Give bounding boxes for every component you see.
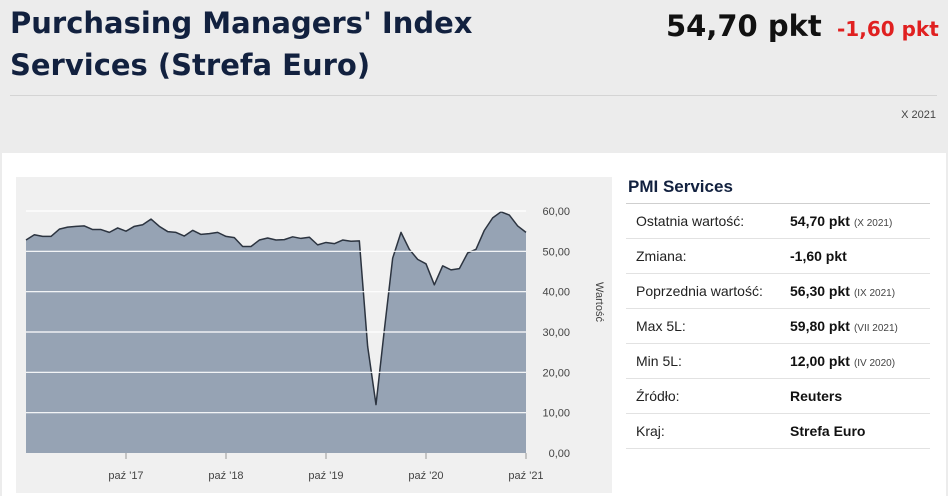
info-row-value: 54,70 pkt bbox=[790, 213, 850, 229]
info-row-note: (X 2021) bbox=[853, 218, 893, 229]
info-row-value-wrap: 59,80 pkt (VII 2021) bbox=[790, 318, 898, 334]
y-tick-label: 0,00 bbox=[549, 448, 570, 460]
x-tick-label: paź '19 bbox=[308, 470, 343, 482]
y-tick-label: 10,00 bbox=[542, 408, 570, 420]
info-row: Ostatnia wartość: 54,70 pkt (X 2021) bbox=[626, 204, 930, 239]
info-row-value: Strefa Euro bbox=[790, 423, 866, 439]
change-value: -1,60 pkt bbox=[837, 17, 939, 41]
info-row: Poprzednia wartość: 56,30 pkt (IX 2021) bbox=[626, 274, 930, 309]
info-panel: PMI Services Ostatnia wartość: 54,70 pkt(… bbox=[626, 171, 930, 449]
series-line bbox=[25, 211, 527, 406]
info-row-value: -1,60 pkt bbox=[790, 248, 847, 264]
info-row-value: Reuters bbox=[790, 388, 843, 404]
x-tick-label: paź '21 bbox=[508, 470, 543, 482]
page-title: Purchasing Managers' Index Services (Str… bbox=[10, 6, 473, 82]
period-label: X 2021 bbox=[901, 109, 936, 121]
y-tick-label: 40,00 bbox=[542, 287, 570, 299]
info-panel-title: PMI Services bbox=[626, 171, 930, 204]
y-tick-label: 20,00 bbox=[542, 367, 570, 379]
current-value: 54,70 pkt bbox=[666, 9, 822, 43]
y-tick-label: 60,00 bbox=[542, 206, 570, 218]
info-row-value-wrap: Strefa Euro bbox=[790, 423, 865, 439]
content-card: 0,00 10,00 20,00 30,00 40,00 50,00 60,00 Wartoś… bbox=[2, 153, 946, 496]
y-axis-title: Wartość bbox=[593, 282, 605, 322]
info-row-label: Źródło: bbox=[636, 388, 680, 404]
pmi-chart: 0,00 10,00 20,00 30,00 40,00 50,00 60,00 Wartoś… bbox=[16, 177, 612, 493]
info-row: Zmiana: -1,60 pkt bbox=[626, 239, 930, 274]
info-row-value: 59,80 pkt bbox=[790, 318, 850, 334]
info-row-value-wrap: 12,00 pkt (IV 2020) bbox=[790, 353, 895, 369]
info-row-label: Zmiana: bbox=[636, 248, 687, 264]
info-row-value-wrap: 54,70 pkt (X 2021) bbox=[790, 213, 892, 229]
chart-svg: 0,00 10,00 20,00 30,00 40,00 50,00 60,00 Wartoś… bbox=[16, 177, 612, 493]
header-bar: Purchasing Managers' Index Services (Str… bbox=[0, 0, 948, 134]
info-row-label: Kraj: bbox=[636, 423, 665, 439]
info-row-note: (VII 2021) bbox=[853, 323, 898, 334]
info-row-label: Max 5L: bbox=[636, 318, 686, 334]
info-row: Kraj: Strefa Euro bbox=[626, 414, 930, 449]
x-tick-label: paź '17 bbox=[108, 470, 143, 482]
info-row-label: Min 5L: bbox=[636, 353, 682, 369]
info-row: Źródło: Reuters bbox=[626, 379, 930, 414]
info-row-label: Ostatnia wartość: bbox=[636, 213, 745, 229]
info-row-value-wrap: -1,60 pkt bbox=[790, 248, 847, 264]
info-row: Min 5L: 12,00 pkt (IV 2020) bbox=[626, 344, 930, 379]
info-row-value: 12,00 pkt bbox=[790, 353, 850, 369]
info-row-value-wrap: 56,30 pkt (IX 2021) bbox=[790, 283, 895, 299]
x-tick-label: paź '18 bbox=[208, 470, 243, 482]
y-tick-label: 50,00 bbox=[542, 246, 570, 258]
x-tick-label: paź '20 bbox=[408, 470, 443, 482]
info-row-value-wrap: Reuters bbox=[790, 388, 842, 404]
info-row-label: Poprzednia wartość: bbox=[636, 283, 763, 299]
info-row-note: (IV 2020) bbox=[853, 358, 896, 369]
info-row: Max 5L: 59,80 pkt (VII 2021) bbox=[626, 309, 930, 344]
header-divider bbox=[10, 95, 937, 96]
info-rows: Ostatnia wartość: 54,70 pkt (X 2021) Zmiana… bbox=[626, 204, 930, 449]
y-tick-label: 30,00 bbox=[542, 327, 570, 339]
info-row-value: 56,30 pkt bbox=[790, 283, 850, 299]
info-row-note: (IX 2021) bbox=[853, 288, 896, 299]
